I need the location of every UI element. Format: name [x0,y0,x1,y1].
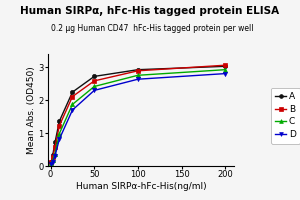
C [50,162,53,164]
D [136,78,140,80]
A [136,68,140,71]
Line: B: B [49,63,227,164]
B [50,161,53,163]
D [50,163,53,165]
B [58,124,61,127]
C [53,152,57,155]
D [92,89,96,92]
Y-axis label: Mean Abs. (OD450): Mean Abs. (OD450) [27,66,36,154]
B [71,95,74,98]
A [58,120,61,122]
Text: 0.2 μg Human CD47  hFc-His tagged protein per well: 0.2 μg Human CD47 hFc-His tagged protein… [51,24,253,33]
C [92,85,96,88]
D [51,160,55,163]
D [71,109,74,111]
A [71,91,74,93]
C [51,159,55,162]
A [224,65,227,68]
A [92,75,96,78]
C [136,74,140,76]
Text: Human SIRPα, hFc-His tagged protein ELISA: Human SIRPα, hFc-His tagged protein ELIS… [20,6,280,16]
B [224,64,227,66]
D [224,72,227,75]
C [224,68,227,71]
C [71,103,74,106]
B [136,70,140,72]
C [58,132,61,135]
B [92,80,96,82]
Line: D: D [49,72,227,166]
D [53,155,57,157]
B [53,146,57,148]
X-axis label: Human SIRPα-hFc-His(ng/ml): Human SIRPα-hFc-His(ng/ml) [76,182,206,191]
A [51,154,55,156]
B [51,156,55,158]
A [50,160,53,163]
A [53,141,57,144]
Line: C: C [49,68,227,165]
D [58,138,61,140]
Legend: A, B, C, D: A, B, C, D [271,88,300,144]
Line: A: A [49,64,227,164]
